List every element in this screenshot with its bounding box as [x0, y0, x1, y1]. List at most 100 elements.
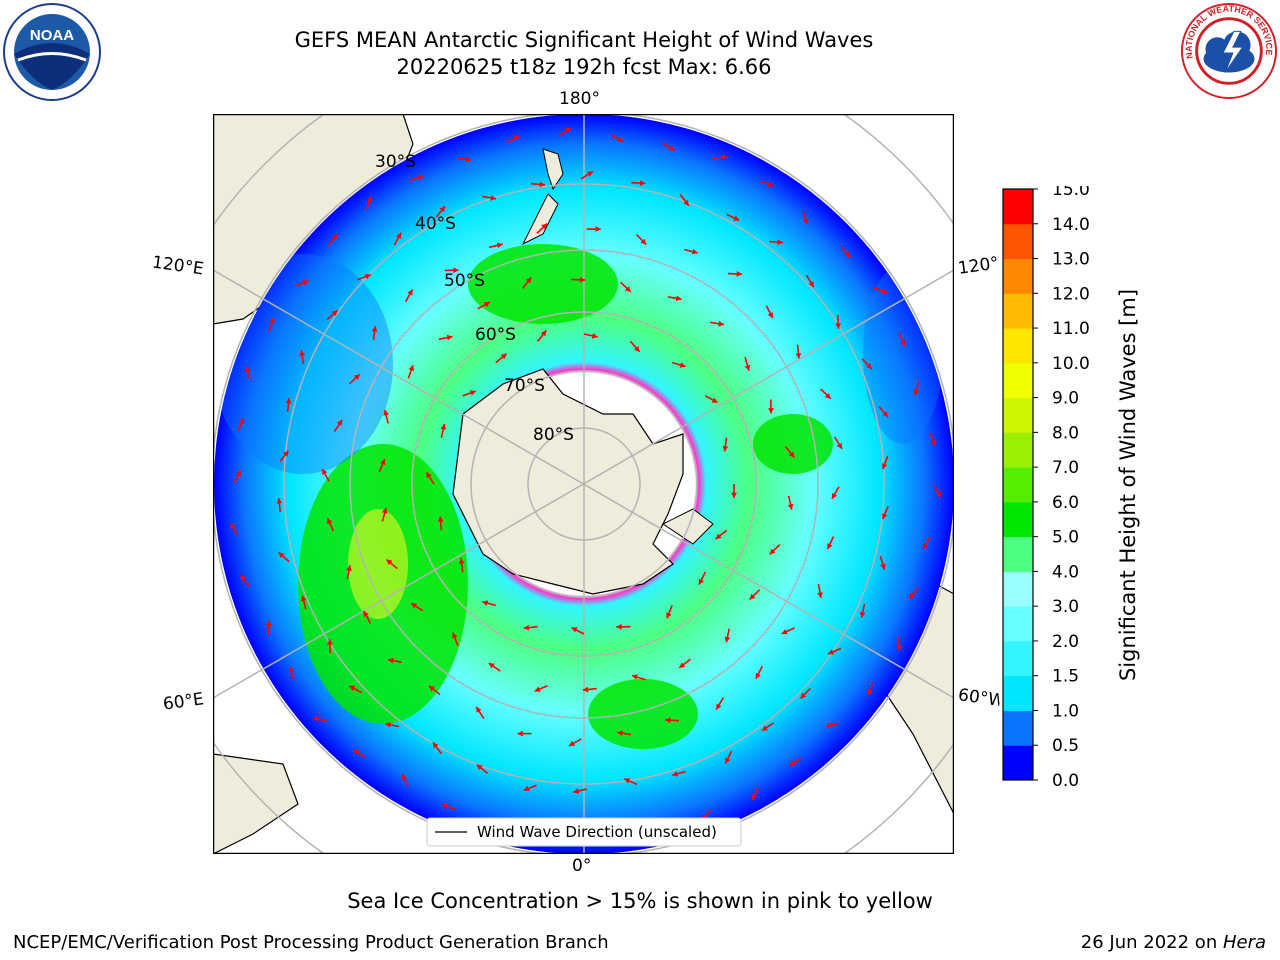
legend-label: Wind Wave Direction (unscaled) [477, 823, 717, 841]
wave-arrow-head [517, 730, 523, 737]
wave-arrow-head [800, 692, 807, 699]
wave-arrow-head [721, 154, 727, 161]
wave-arrow-head [265, 620, 272, 627]
wave-arrow-head [331, 310, 338, 316]
wave-arrow-head [668, 145, 675, 151]
wave-arrow-head [787, 503, 794, 510]
wave-arrow-head [930, 439, 937, 446]
wave-arrow-head [691, 248, 698, 255]
lat-label-40: 40°S [415, 214, 456, 234]
wave-arrow-head [452, 632, 458, 639]
wave-arrow-head [488, 663, 495, 669]
colorbar-tick-label: 1.0 [1052, 701, 1079, 721]
wave-arrow-head [828, 649, 835, 655]
wave-arrow-head [718, 320, 724, 327]
land-africa [213, 753, 299, 854]
wave-arrow-head [751, 794, 757, 801]
wave-arrow-head [300, 595, 307, 602]
wave-arrow-head [781, 628, 788, 635]
wave-arrow-head [523, 785, 530, 792]
wave-arrow-head [744, 364, 751, 371]
colorbar-segment [1003, 640, 1033, 677]
wave-arrow-head [722, 445, 729, 452]
wave-arrow-head [230, 523, 236, 530]
wave-arrow-head [353, 374, 360, 381]
graticule [213, 114, 954, 854]
lat-label-80: 80°S [533, 425, 574, 445]
wave-arrow-head [476, 706, 482, 713]
wave-arrow-head [579, 276, 586, 283]
wave-arrow-head [866, 363, 872, 370]
wave-arrow-head [733, 215, 740, 221]
colorbar-tick-label: 6.0 [1052, 493, 1079, 513]
wave-arrow-head [288, 667, 295, 673]
wave-arrow-head [716, 703, 722, 710]
wave-arrow-head [836, 442, 843, 449]
wave-arrow-head [383, 409, 389, 416]
lon-label-120e: 120°E [150, 252, 205, 280]
wave-arrow-head [523, 624, 530, 631]
wave-arrow-head [639, 180, 646, 186]
wave-arrow-head [541, 223, 547, 230]
wave-arrow-head [269, 317, 275, 324]
wave-arrow-head [586, 171, 593, 177]
colorbar-tick-label: 4.0 [1052, 562, 1079, 582]
wave-arrow-head [386, 559, 393, 566]
wave-arrow-head [831, 492, 838, 499]
wave-arrow-head [239, 417, 245, 424]
footer-credit: NCEP/EMC/Verification Post Processing Pr… [13, 932, 609, 953]
wave-arrow-head [285, 397, 292, 404]
wave-arrow-head [595, 226, 601, 232]
colorbar-segment [1003, 362, 1033, 399]
wave-arrow-head [437, 516, 444, 522]
wave-arrow-head [327, 518, 333, 525]
wave-arrow-head [913, 389, 920, 396]
wave-arrow-head [278, 552, 285, 559]
wave-arrow-head [525, 277, 532, 284]
wave-arrow-head [331, 234, 338, 241]
wave-arrow-head [922, 543, 929, 550]
wave-arrow-head [724, 636, 731, 643]
wave-arrow-head [679, 362, 686, 368]
lat-label-30: 30°S [375, 152, 416, 172]
colorbar-tick-label: 15.0 [1052, 186, 1090, 200]
wave-arrow-head [381, 507, 388, 514]
wave-arrow-head [469, 390, 476, 396]
sea-ice-note: Sea Ice Concentration > 15% is shown in … [347, 889, 933, 913]
wave-arrow-head [496, 242, 503, 249]
colorbar-tick-label: 13.0 [1052, 250, 1090, 270]
wave-arrow-head [817, 592, 823, 598]
wave-arrow-head [617, 136, 624, 142]
wave-arrow-head [900, 340, 906, 347]
colorbar-tick-label: 0.5 [1052, 736, 1079, 756]
wave-arrow-head [882, 411, 889, 417]
wave-arrow-head [591, 333, 598, 339]
wave-arrow-head [327, 639, 333, 645]
colorbar-tick-label: 1.5 [1052, 667, 1079, 687]
wave-arrow-head [353, 749, 360, 755]
wave-arrow-head [387, 657, 394, 664]
wave-arrow-head [426, 472, 432, 479]
lon-label-60w: 60°W [956, 685, 1002, 711]
wave-arrow-head [755, 672, 761, 679]
wave-arrow-head [711, 397, 718, 403]
noaa-logo-icon: NOAA [3, 3, 101, 101]
wave-arrow-head [882, 513, 888, 520]
footer-host: Hera [1222, 932, 1266, 953]
wave-arrow-head [640, 238, 647, 245]
wave-arrow-head [476, 764, 483, 771]
wave-arrow-head [835, 323, 842, 329]
wave-arrow-head [380, 459, 386, 466]
lon-label-0: 0° [572, 856, 592, 876]
wave-arrow-head [665, 717, 671, 724]
footer-date-text: 26 Jun 2022 on [1080, 932, 1223, 953]
wave-arrow-head [767, 312, 773, 319]
wave-direction-arrows [229, 127, 942, 834]
footer-date: 26 Jun 2022 on Hera [1081, 932, 1266, 953]
wave-arrow-head [482, 600, 489, 606]
wave-arrow-head [616, 623, 622, 630]
map-frame: 30°S 40°S 50°S 60°S 70°S 80°S Wind Wave … [212, 113, 955, 855]
wave-arrow-head [788, 451, 795, 458]
wave-arrow-head [276, 498, 283, 504]
wave-arrow-head [408, 365, 415, 372]
